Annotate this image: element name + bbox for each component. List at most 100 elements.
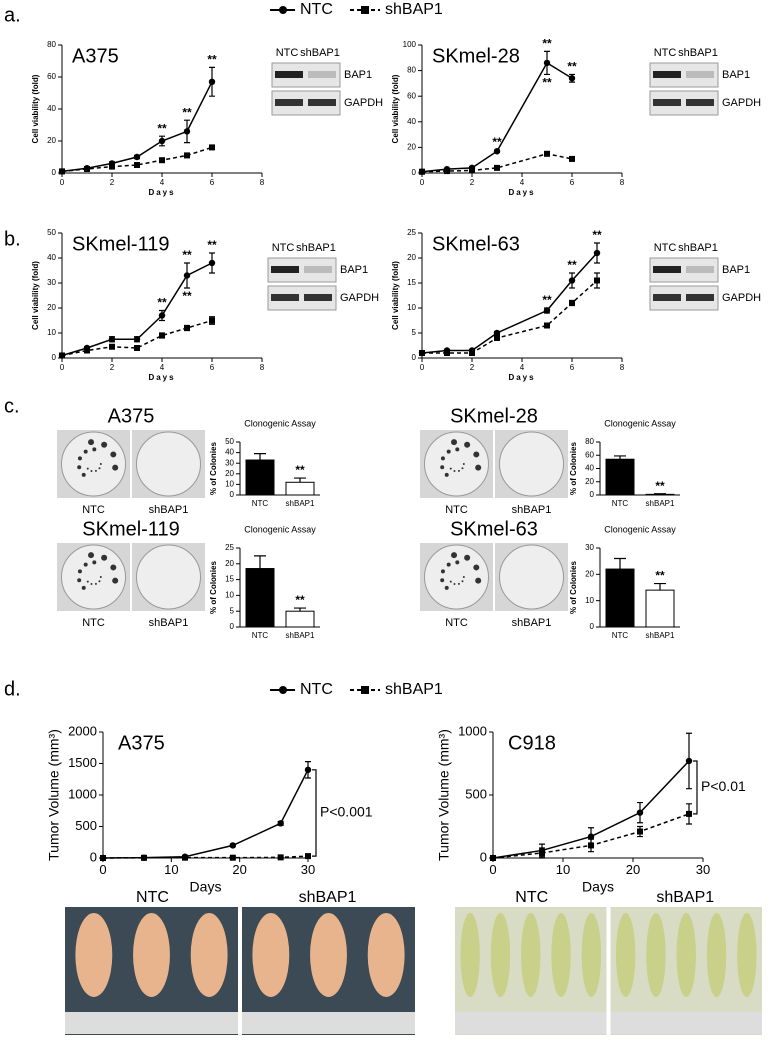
blot-band — [686, 99, 714, 106]
y-tick-label: 0 — [590, 490, 595, 499]
y-tick-label: 10 — [585, 596, 594, 605]
colony — [92, 560, 97, 565]
colony — [457, 469, 460, 472]
panel-label: c. — [4, 395, 20, 417]
x-tick-label: 8 — [620, 178, 625, 187]
blot-label: GAPDH — [722, 97, 761, 109]
colony — [475, 577, 482, 584]
x-tick-label: 2 — [110, 178, 115, 187]
significance: ** — [207, 238, 217, 252]
colony — [88, 552, 95, 559]
data-point — [133, 153, 141, 161]
mouse — [737, 913, 757, 997]
y-tick-label: 60 — [585, 450, 594, 459]
cell-line-title: C918 — [508, 732, 556, 754]
blot-label: BAP1 — [722, 264, 750, 276]
colony — [446, 449, 451, 454]
plate — [424, 431, 489, 497]
y-tick-label: 25 — [225, 543, 234, 552]
legend-marker — [279, 6, 287, 14]
y-tick-label: 20 — [225, 469, 234, 478]
plate — [424, 544, 489, 610]
colony — [101, 554, 108, 561]
data-point — [108, 336, 116, 343]
y-tick-label: 1500 — [68, 755, 97, 770]
bar — [605, 458, 635, 496]
colony — [110, 451, 117, 458]
significance: ** — [492, 135, 502, 149]
colony — [457, 582, 460, 585]
y-tick-label: 80 — [407, 66, 416, 75]
colony — [440, 465, 445, 470]
x-tick-label: 6 — [210, 363, 215, 372]
data-point — [543, 307, 551, 314]
mouse — [460, 913, 480, 997]
colony — [440, 456, 445, 461]
x-axis-label: Days — [190, 879, 222, 895]
plate-label: NTC — [82, 617, 105, 629]
colony — [77, 465, 82, 470]
data-point — [277, 854, 284, 861]
plate-label: shBAP1 — [149, 617, 189, 629]
x-tick-label: 20 — [626, 862, 640, 877]
cell-line-title: SKmel-28 — [450, 405, 538, 427]
x-tick-label: NTC — [252, 499, 269, 508]
colony — [99, 463, 102, 465]
blot-band — [271, 294, 299, 301]
plate — [136, 544, 201, 610]
data-point — [444, 168, 450, 175]
photo-label: NTC — [136, 889, 169, 906]
y-tick-label: 40 — [47, 104, 56, 113]
panel-label: d. — [4, 678, 21, 700]
y-tick-label: 0 — [590, 622, 595, 631]
y-tick-label: 50 — [47, 228, 56, 237]
plate-label: NTC — [445, 617, 468, 629]
x-axis-label: Days — [508, 188, 535, 197]
data-point — [544, 150, 550, 157]
blot-header: shBAP1 — [296, 242, 336, 254]
panel-label: b. — [4, 228, 21, 250]
tumor-strip — [610, 1012, 762, 1034]
x-axis-label: Days — [582, 879, 614, 895]
y-tick-label: 60 — [407, 91, 416, 100]
blot-header: NTC — [654, 242, 677, 254]
colony — [464, 554, 471, 561]
blot-band — [686, 294, 714, 301]
y-tick-label: 80 — [585, 437, 594, 446]
significance-bracket — [312, 769, 317, 857]
data-point — [493, 148, 501, 155]
data-point — [158, 312, 166, 319]
blot-label: GAPDH — [344, 97, 383, 109]
blot-band — [275, 71, 303, 78]
data-point — [158, 137, 166, 145]
data-point — [568, 277, 576, 284]
y-tick-label: 20 — [585, 477, 594, 486]
y-tick-label: 20 — [585, 569, 594, 578]
y-tick-label: 0 — [230, 490, 235, 499]
cell-line-title: SKmel-119 — [72, 233, 169, 255]
y-tick-label: 40 — [585, 464, 594, 473]
y-tick-label: 30 — [225, 458, 234, 467]
data-point — [229, 854, 236, 861]
mouse — [75, 913, 113, 997]
data-point — [134, 345, 140, 351]
chart-title: Clonogenic Assay — [244, 418, 316, 428]
significance: ** — [542, 37, 552, 51]
y-tick-label: 500 — [75, 818, 97, 833]
significance: ** — [182, 105, 192, 119]
error-bar — [294, 607, 306, 612]
y-tick-label: 0 — [52, 168, 57, 177]
x-tick-label: 30 — [301, 862, 315, 877]
error-bar — [614, 557, 626, 570]
blot-band — [308, 99, 336, 106]
colony — [455, 447, 460, 452]
x-tick-label: 4 — [160, 363, 165, 372]
blot-label: GAPDH — [340, 292, 379, 304]
cell-line-title: SKmel-63 — [432, 233, 520, 255]
bar — [245, 459, 275, 496]
blot-band — [686, 266, 714, 273]
legend-label: shBAP1 — [385, 681, 443, 698]
plate — [61, 431, 126, 497]
error-bar — [294, 477, 306, 483]
y-tick-label: 1000 — [68, 786, 97, 801]
